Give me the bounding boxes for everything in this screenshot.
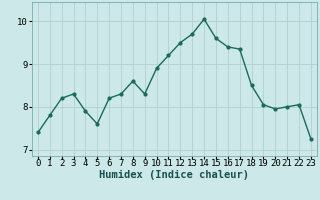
X-axis label: Humidex (Indice chaleur): Humidex (Indice chaleur) — [100, 170, 249, 180]
